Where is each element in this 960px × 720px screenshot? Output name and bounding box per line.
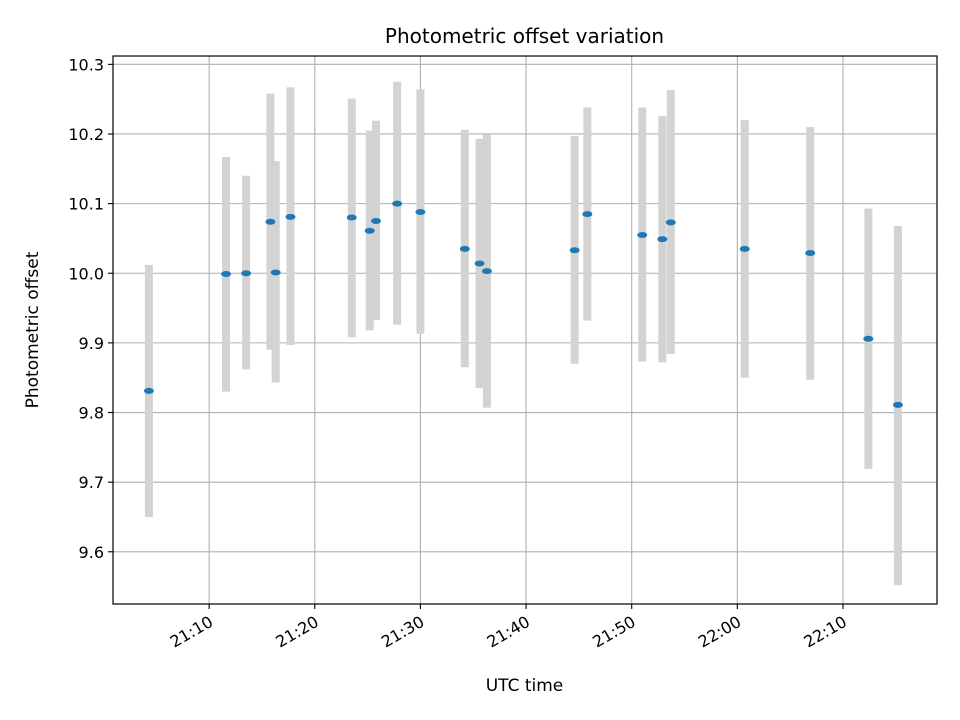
- data-point: [392, 200, 403, 207]
- y-tick-label: 10.3: [68, 55, 104, 74]
- y-tick-label: 9.7: [79, 473, 104, 492]
- y-tick-label: 10.1: [68, 195, 104, 214]
- x-tick-label: 22:10: [801, 612, 850, 652]
- y-tick-label: 10.2: [68, 125, 104, 144]
- data-point: [285, 213, 296, 220]
- error-bars: [144, 81, 902, 586]
- data-point: [143, 387, 154, 394]
- data-point: [474, 260, 485, 267]
- y-axis-label: Photometric offset: [23, 251, 43, 408]
- x-axis-label: UTC time: [486, 676, 564, 696]
- data-point: [364, 227, 375, 234]
- data-point: [241, 270, 252, 277]
- data-point: [805, 250, 816, 257]
- data-point: [415, 208, 426, 215]
- data-points: [143, 200, 903, 408]
- data-point: [569, 247, 580, 254]
- x-tick-label: 21:10: [167, 612, 216, 652]
- data-point: [657, 236, 668, 243]
- data-point: [459, 245, 470, 252]
- x-tick-label: 21:20: [272, 612, 321, 652]
- data-point: [665, 219, 676, 226]
- data-point: [371, 218, 382, 225]
- x-tick-label: 21:40: [484, 612, 533, 652]
- data-point: [221, 270, 232, 277]
- y-tick-label: 10.0: [68, 264, 104, 283]
- data-point: [739, 245, 750, 252]
- data-point: [863, 335, 874, 342]
- data-point: [637, 231, 648, 238]
- data-point: [270, 269, 281, 276]
- x-axis: 21:10 21:20 21:30 21:40 21:50 22:00 22:10: [167, 604, 850, 652]
- chart-title: Photometric offset variation: [385, 24, 664, 48]
- x-tick-label: 21:30: [378, 612, 427, 652]
- y-tick-label: 9.6: [79, 543, 104, 562]
- y-axis: 9.6 9.7 9.8 9.9 10.0 10.1 10.2 10.3: [68, 55, 113, 562]
- data-point: [346, 214, 357, 221]
- data-point: [265, 218, 276, 225]
- data-point: [582, 211, 593, 218]
- x-tick-label: 22:00: [695, 612, 744, 652]
- data-point: [481, 268, 492, 275]
- x-tick-label: 21:50: [589, 612, 638, 652]
- plot-frame: [112, 55, 938, 605]
- data-point: [892, 401, 903, 408]
- y-tick-label: 9.9: [79, 334, 104, 353]
- y-tick-label: 9.8: [79, 404, 104, 423]
